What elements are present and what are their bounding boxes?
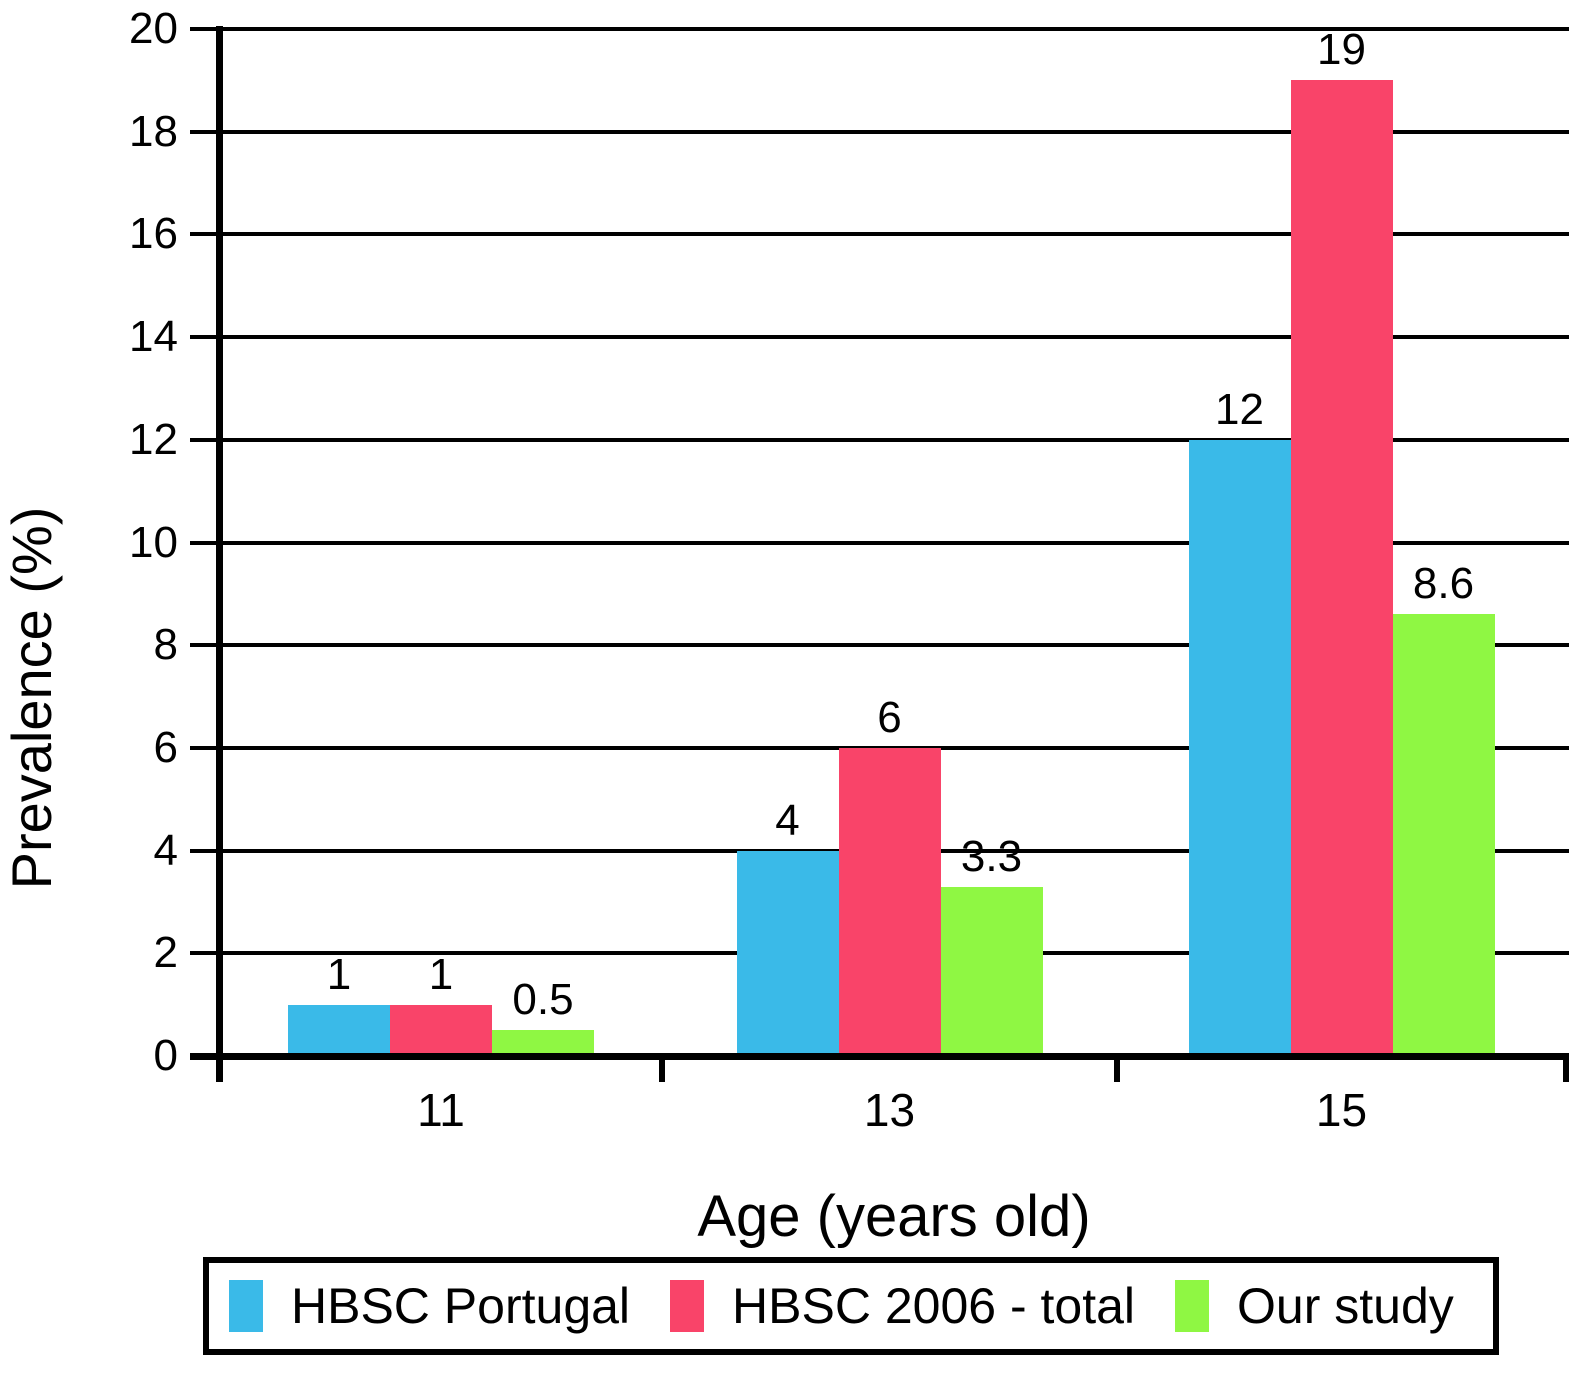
legend-item: HBSC Portugal	[229, 1278, 630, 1334]
y-axis-title: Prevalence (%)	[0, 506, 63, 890]
y-gridline	[190, 643, 1569, 648]
bar-15-series-2	[1290, 80, 1393, 1059]
data-label: 8.6	[1412, 559, 1475, 609]
bar-15-series-3	[1392, 614, 1495, 1059]
y-gridline	[190, 232, 1569, 237]
x-category-label: 15	[1315, 1084, 1368, 1136]
legend-label: Our study	[1237, 1278, 1454, 1334]
y-tick-label: 20	[129, 4, 178, 53]
y-tick-label: 4	[153, 825, 178, 875]
x-axis-tick	[659, 1056, 665, 1082]
y-gridline	[190, 437, 1569, 442]
bar-13-series-3	[940, 886, 1043, 1059]
y-tick-label: 18	[129, 106, 178, 156]
bar-11-series-2	[390, 1004, 492, 1059]
legend-item: Our study	[1175, 1278, 1454, 1334]
data-label: 1	[326, 949, 352, 999]
y-tick-label: 0	[153, 1031, 178, 1080]
x-axis-tick	[1563, 1056, 1569, 1082]
data-label: 3.3	[960, 831, 1023, 881]
data-label: 0.5	[512, 975, 574, 1025]
x-category-label: 13	[863, 1084, 916, 1136]
bar-11-series-1	[288, 1004, 390, 1059]
y-tick-label: 14	[129, 312, 178, 362]
legend-swatch-icon	[229, 1280, 263, 1332]
data-label: 6	[877, 692, 902, 742]
data-label: 4	[775, 795, 800, 845]
data-label: 1	[428, 949, 454, 999]
x-axis-tick	[1114, 1056, 1120, 1082]
data-label: 19	[1317, 25, 1366, 75]
bar-13-series-2	[838, 747, 941, 1059]
y-tick-label: 10	[129, 517, 178, 567]
legend: HBSC Portugal HBSC 2006 - total Our study	[203, 1257, 1499, 1355]
legend-swatch-icon	[670, 1280, 705, 1332]
y-gridline	[190, 335, 1569, 340]
y-tick-label: 2	[153, 928, 178, 978]
y-gridline	[190, 540, 1569, 545]
legend-swatch-icon	[1175, 1280, 1210, 1332]
bar-13-series-1	[736, 850, 839, 1059]
legend-label: HBSC Portugal	[291, 1278, 631, 1334]
bar-15-series-1	[1188, 439, 1291, 1059]
y-tick-label: 16	[129, 209, 178, 259]
y-tick-label: 12	[129, 414, 178, 464]
y-gridline	[190, 129, 1569, 134]
legend-item: HBSC 2006 - total	[670, 1278, 1135, 1334]
y-tick-label: 6	[153, 722, 178, 772]
x-axis-line	[190, 1053, 1569, 1060]
x-category-label: 11	[417, 1084, 465, 1136]
x-axis-title: Age (years old)	[697, 1184, 1091, 1249]
data-label: 12	[1215, 384, 1264, 434]
legend-label: HBSC 2006 - total	[732, 1278, 1136, 1334]
y-gridline	[190, 27, 1569, 31]
y-tick-label: 8	[153, 620, 178, 670]
y-axis-line	[216, 26, 223, 1082]
